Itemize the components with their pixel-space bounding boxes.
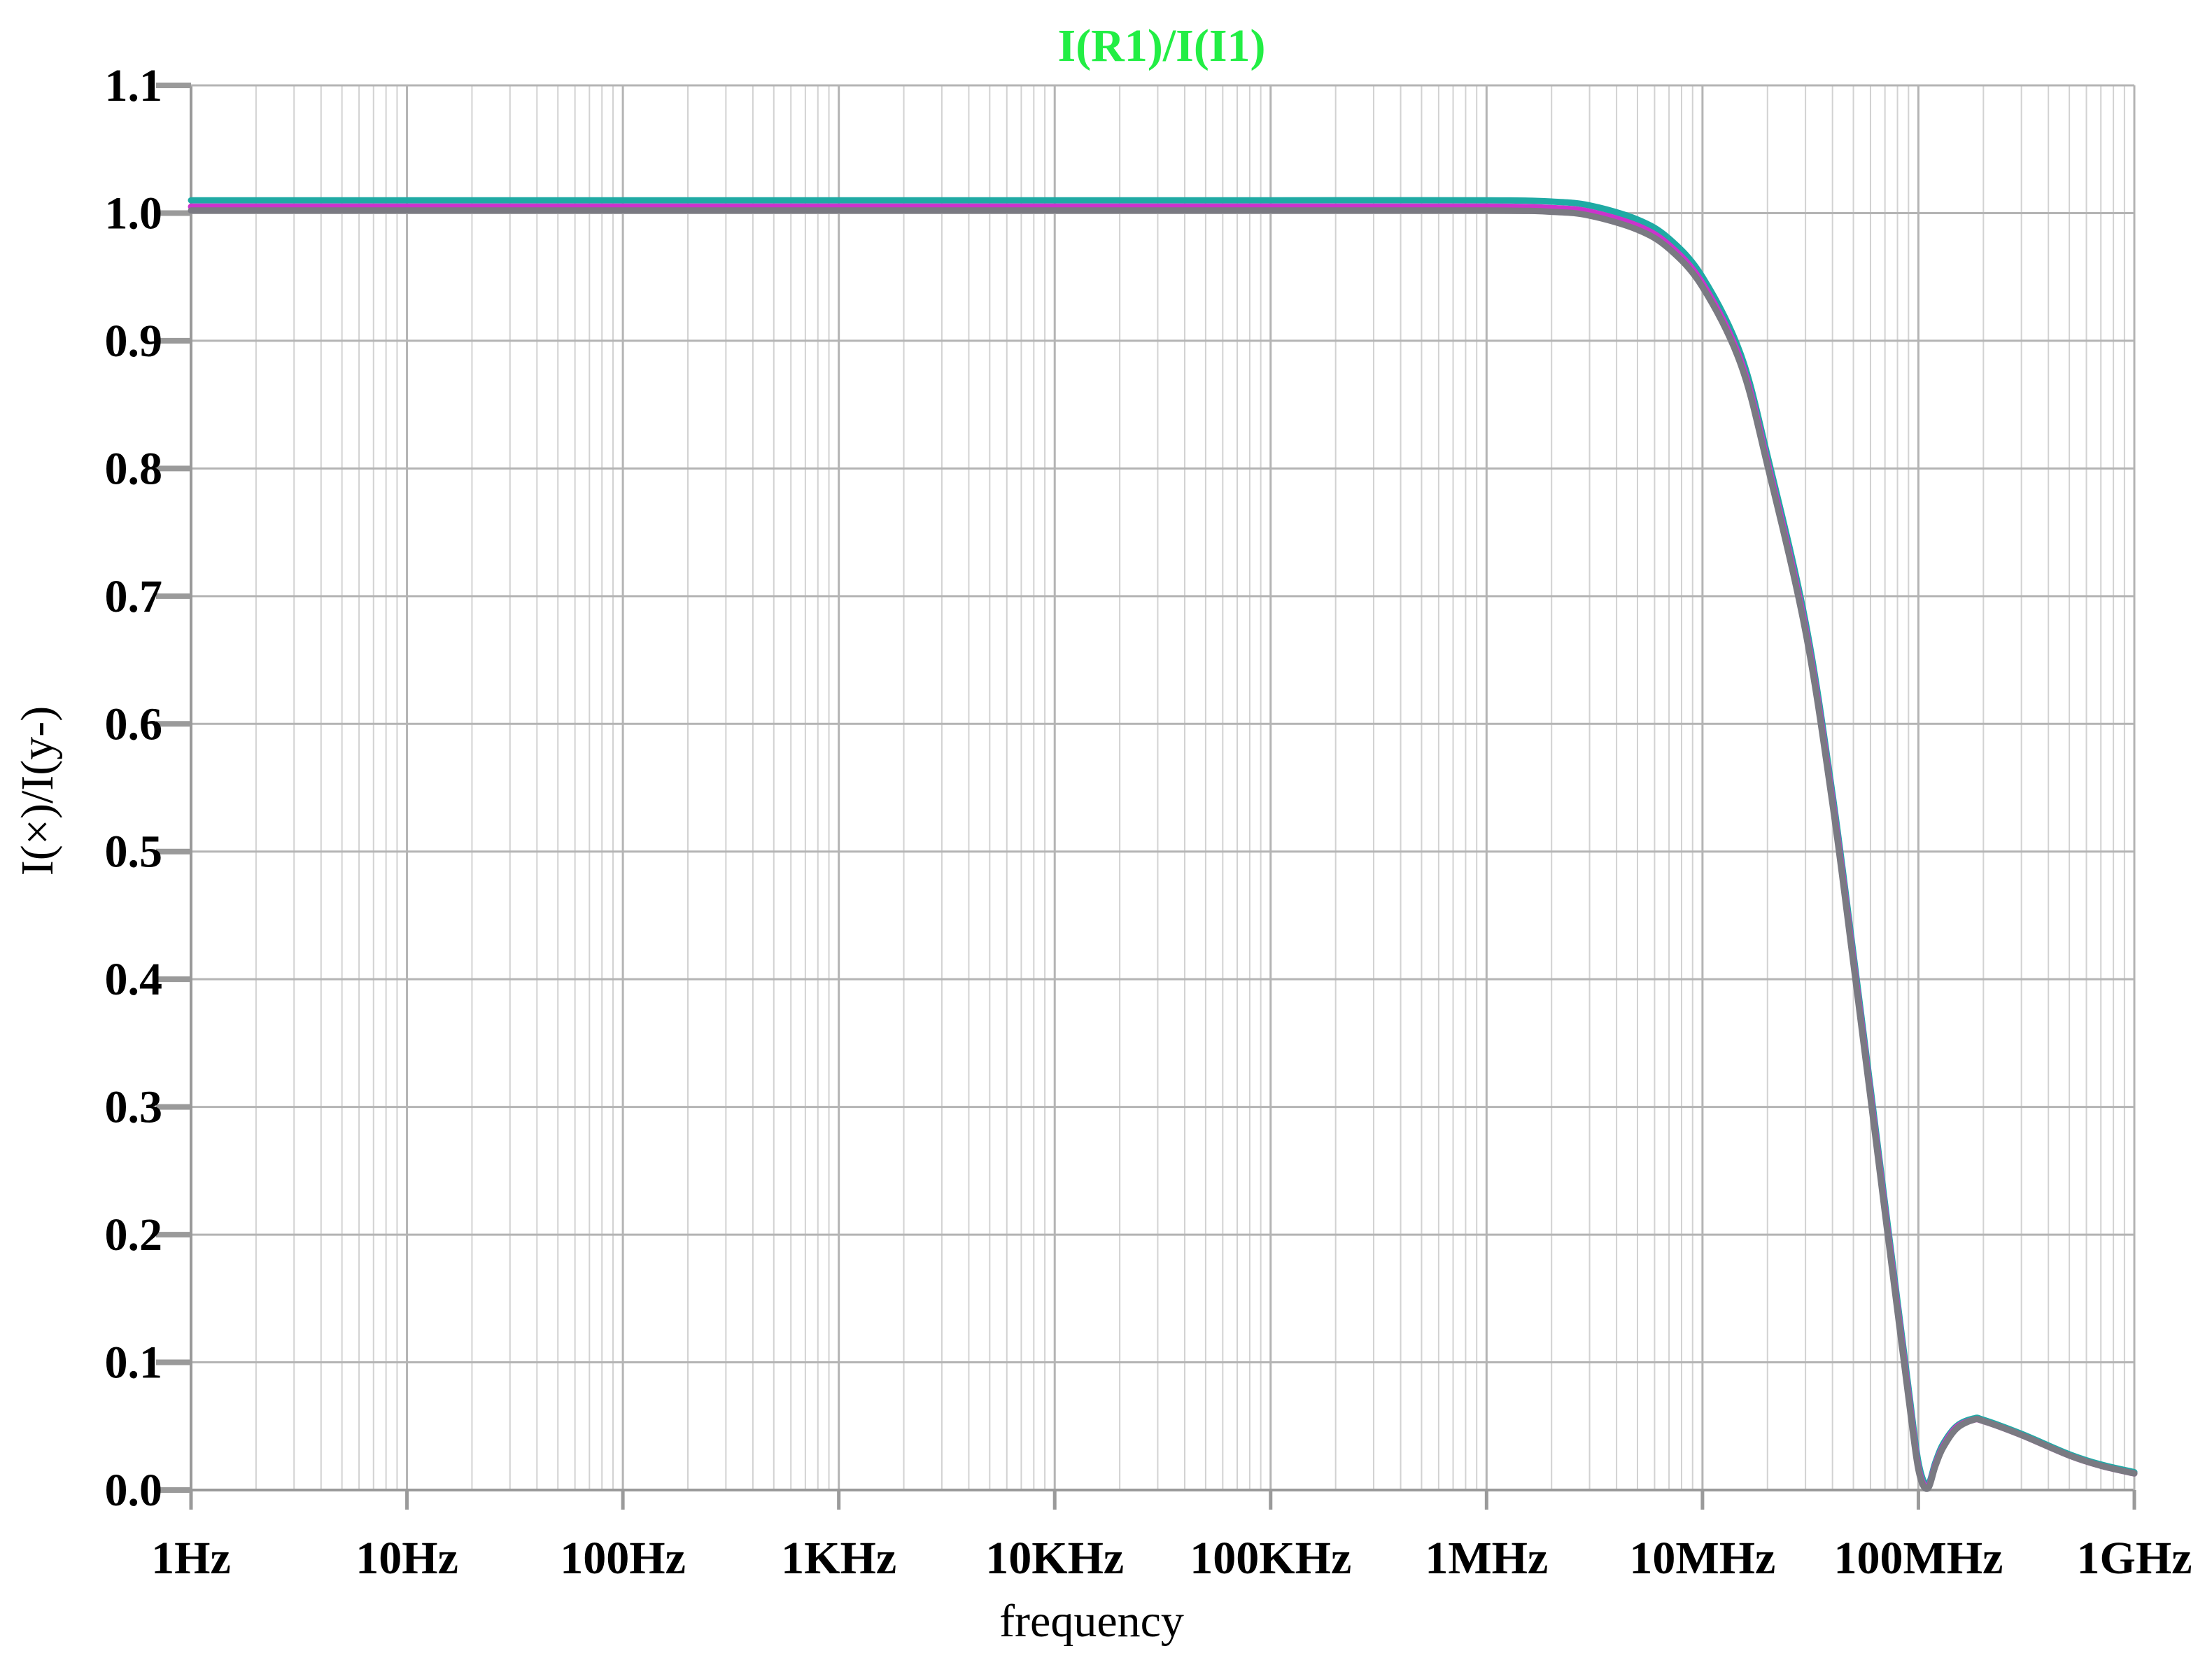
x-tick-labels: 1Hz 10Hz 100Hz 1KHz 10KHz 100KHz 1MHz 10MHz 100M… <box>151 1533 2192 1584</box>
series-group <box>188 197 2138 1492</box>
x-axis-label: frequency <box>999 1596 1184 1647</box>
y-tick-label: 0.6 <box>105 698 163 750</box>
x-tick-label: 100KHz <box>1190 1533 1351 1584</box>
y-tick-label: 1.0 <box>105 188 163 239</box>
y-tick-label: 0.7 <box>105 571 163 622</box>
series-line-3 <box>188 207 2138 1492</box>
y-axis-label: I(×)/I(y-) <box>12 706 63 876</box>
axes <box>156 83 2136 1510</box>
x-tick-label: 10KHz <box>985 1533 1124 1584</box>
minor-gridlines <box>255 85 2125 1490</box>
y-tick-label: 0.4 <box>105 954 163 1005</box>
x-tick-label: 10Hz <box>355 1533 458 1584</box>
y-tick-label: 0.9 <box>105 316 163 367</box>
chart-title: I(R1)/I(I1) <box>1058 20 1266 71</box>
y-tick-label: 0.0 <box>105 1465 163 1516</box>
y-tick-label: 0.3 <box>105 1082 163 1133</box>
x-tick-label: 1Hz <box>151 1533 231 1584</box>
y-tick-label: 0.1 <box>105 1337 163 1389</box>
x-tick-label: 1KHz <box>781 1533 896 1584</box>
y-tick-label: 1.1 <box>105 60 163 111</box>
y-tick-label: 0.5 <box>105 827 163 878</box>
y-tick-labels: 0.0 0.1 0.2 0.3 0.4 0.5 0.6 0.7 0.8 0.9 1.0 1.1 <box>105 60 163 1516</box>
y-tick-label: 0.2 <box>105 1209 163 1260</box>
y-tick-label: 0.8 <box>105 443 163 494</box>
x-tick-label: 100MHz <box>1833 1533 2003 1584</box>
x-tick-label: 100Hz <box>560 1533 686 1584</box>
x-tick-label: 1MHz <box>1425 1533 1548 1584</box>
x-tick-label: 1GHz <box>2077 1533 2192 1584</box>
x-tick-label: 10MHz <box>1629 1533 1775 1584</box>
